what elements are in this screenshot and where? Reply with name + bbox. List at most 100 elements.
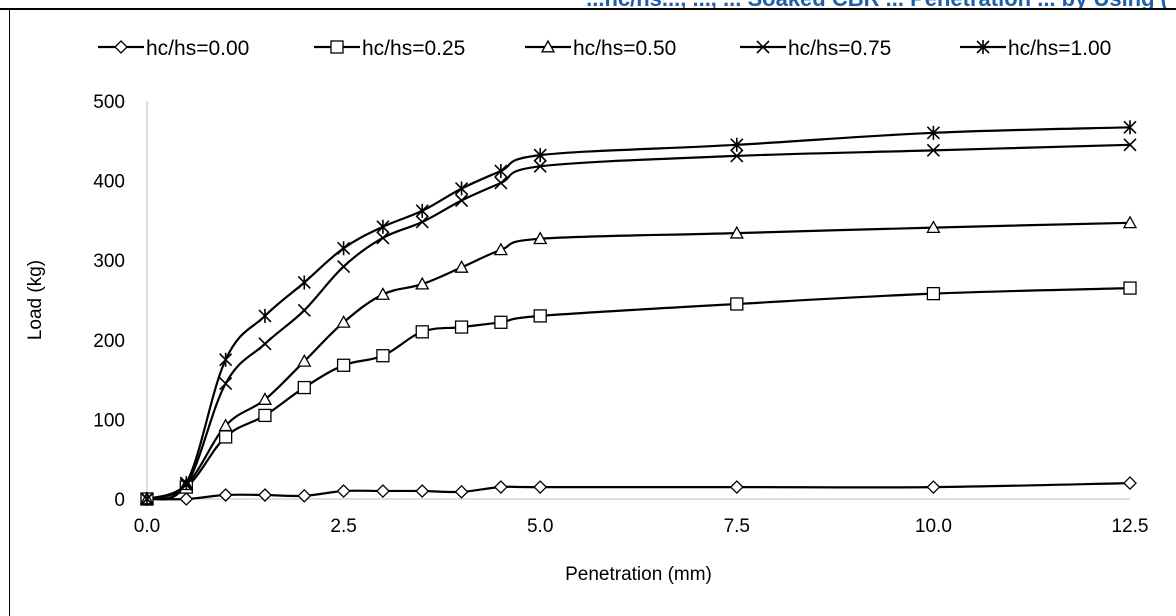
data-point-marker bbox=[376, 484, 390, 498]
data-point-marker bbox=[415, 276, 430, 290]
data-point-marker bbox=[219, 377, 233, 391]
legend-marker-swatch bbox=[114, 40, 128, 54]
data-point-marker bbox=[926, 286, 941, 301]
data-point-marker bbox=[376, 219, 390, 234]
data-point-marker bbox=[415, 325, 429, 339]
data-point-marker bbox=[336, 484, 351, 498]
data-point-marker bbox=[1123, 281, 1137, 295]
data-point-marker bbox=[454, 320, 469, 334]
data-point-marker bbox=[297, 303, 311, 317]
data-point-marker bbox=[179, 492, 194, 506]
legend: hc/hs=0.00 hc/hs=0.25 hc/hs=0.50 hc/hs=0.75… bbox=[98, 37, 1111, 60]
x-tick-label: 7.5 bbox=[724, 516, 750, 537]
series-line-hc/hs=0.00 bbox=[146, 482, 1131, 501]
data-point-marker bbox=[297, 488, 312, 503]
legend-marker-swatch bbox=[756, 40, 770, 54]
x-axis-title: Penetration (mm) bbox=[565, 564, 712, 585]
data-point-marker bbox=[218, 418, 233, 432]
data-point-marker bbox=[218, 488, 233, 502]
legend-label: hc/hs=1.00 bbox=[1008, 37, 1111, 60]
data-point-marker bbox=[493, 480, 508, 494]
data-point-marker bbox=[494, 164, 508, 179]
data-point-marker bbox=[140, 492, 154, 506]
data-point-marker bbox=[533, 231, 548, 245]
data-point-marker bbox=[337, 241, 351, 256]
data-point-marker bbox=[376, 231, 390, 245]
series-line-hc/hs=0.75 bbox=[146, 143, 1131, 501]
legend-label: hc/hs=0.50 bbox=[573, 37, 676, 60]
data-point-marker bbox=[926, 220, 941, 234]
data-point-marker bbox=[730, 149, 744, 163]
data-point-marker bbox=[730, 137, 744, 152]
legend-label: hc/hs=0.75 bbox=[788, 37, 891, 60]
data-point-marker bbox=[297, 275, 311, 290]
page-header-strip: ...hc/hs..., ..., ... Soaked CBR ... Pen… bbox=[0, 0, 1176, 9]
data-point-marker bbox=[258, 308, 272, 323]
data-point-marker bbox=[454, 193, 469, 208]
data-point-marker bbox=[297, 380, 311, 395]
data-point-marker bbox=[336, 314, 351, 328]
legend-marker-swatch bbox=[976, 40, 990, 54]
data-point-marker bbox=[454, 484, 469, 499]
tick-labels: 0 100 200 300 400 500 0.0 2.5 5.0 7.5 10.0 12.5 bbox=[93, 92, 1148, 537]
data-point-marker bbox=[1123, 120, 1137, 135]
legend-label: hc/hs=0.00 bbox=[146, 37, 249, 60]
series-lines bbox=[146, 126, 1131, 501]
data-point-marker bbox=[375, 287, 391, 300]
x-tick-label: 5.0 bbox=[527, 516, 553, 537]
data-point-marker bbox=[415, 484, 430, 498]
y-tick-label: 500 bbox=[93, 92, 125, 113]
series-line-hc/hs=0.25 bbox=[146, 287, 1131, 501]
data-point-marker bbox=[337, 260, 351, 274]
header-rule bbox=[0, 8, 1176, 10]
series-markers bbox=[139, 120, 1138, 506]
y-axis-title: Load (kg) bbox=[25, 260, 46, 340]
data-point-marker bbox=[533, 159, 547, 173]
data-point-marker bbox=[297, 353, 312, 367]
y-tick-label: 100 bbox=[93, 410, 125, 431]
data-point-marker bbox=[258, 488, 272, 502]
data-point-marker bbox=[454, 260, 469, 273]
series-line-hc/hs=1.00 bbox=[146, 126, 1131, 501]
y-tick-label: 200 bbox=[93, 331, 125, 352]
data-point-marker bbox=[533, 309, 547, 323]
data-point-marker bbox=[926, 143, 940, 157]
data-point-marker bbox=[494, 315, 508, 329]
x-tick-label: 12.5 bbox=[1112, 516, 1149, 537]
data-point-marker bbox=[493, 242, 508, 256]
data-point-marker bbox=[729, 480, 744, 494]
legend-label: hc/hs=0.25 bbox=[362, 37, 465, 60]
data-point-marker bbox=[415, 215, 429, 229]
data-point-marker bbox=[258, 408, 272, 423]
x-tick-label: 0.0 bbox=[134, 516, 160, 537]
data-point-marker bbox=[376, 349, 390, 363]
data-point-marker bbox=[219, 352, 233, 367]
data-point-marker bbox=[179, 476, 193, 491]
series-line-hc/hs=0.50 bbox=[146, 221, 1131, 501]
data-point-marker bbox=[218, 430, 233, 444]
frame-left-border bbox=[9, 10, 10, 616]
data-point-marker bbox=[258, 337, 272, 351]
data-point-marker bbox=[1123, 476, 1137, 490]
data-point-marker bbox=[415, 203, 429, 218]
data-point-marker bbox=[533, 148, 547, 163]
data-point-marker bbox=[336, 358, 351, 372]
data-point-marker bbox=[533, 480, 548, 494]
data-point-marker bbox=[926, 125, 940, 140]
data-point-marker bbox=[730, 297, 744, 311]
data-point-marker bbox=[1122, 215, 1138, 229]
page-header-text: ...hc/hs..., ..., ... Soaked CBR ... Pen… bbox=[586, 0, 1168, 9]
data-point-marker bbox=[454, 181, 469, 196]
legend-marker-swatch bbox=[540, 39, 556, 53]
data-point-marker bbox=[1123, 138, 1137, 152]
data-point-marker bbox=[729, 225, 744, 239]
y-tick-label: 0 bbox=[114, 490, 125, 511]
data-point-marker bbox=[926, 480, 941, 494]
y-tick-label: 300 bbox=[93, 251, 125, 272]
legend-marker-swatch bbox=[330, 40, 344, 54]
axes bbox=[146, 101, 1130, 500]
y-tick-label: 400 bbox=[93, 172, 125, 193]
data-point-marker bbox=[257, 392, 273, 405]
data-point-marker bbox=[494, 176, 508, 190]
